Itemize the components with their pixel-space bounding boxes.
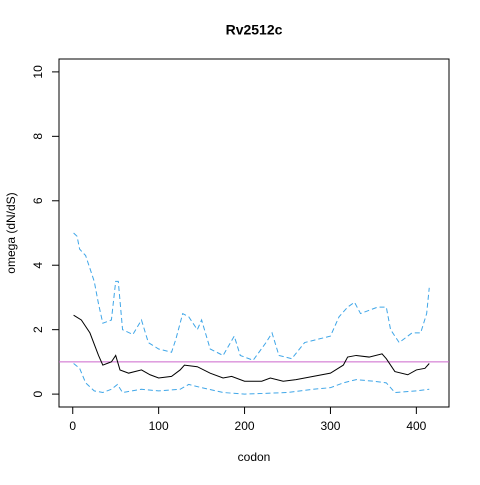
y-axis-label: omega (dN/dS) <box>4 192 18 273</box>
y-tick-label: 6 <box>31 197 45 204</box>
x-axis-label: codon <box>238 450 271 464</box>
series-line <box>73 363 430 395</box>
y-tick-label: 10 <box>31 65 45 79</box>
x-tick-label: 0 <box>69 419 76 433</box>
x-tick-label: 100 <box>149 419 169 433</box>
y-tick-label: 0 <box>31 390 45 397</box>
plot-box <box>58 58 450 408</box>
y-tick-label: 8 <box>31 133 45 140</box>
y-tick-label: 4 <box>31 262 45 269</box>
x-tick-label: 200 <box>235 419 255 433</box>
chart-title: Rv2512c <box>226 22 283 38</box>
y-tick-label: 2 <box>31 326 45 333</box>
series-line <box>73 232 430 361</box>
series-line <box>73 314 430 382</box>
x-tick-label: 300 <box>320 419 340 433</box>
x-tick-label: 400 <box>406 419 426 433</box>
